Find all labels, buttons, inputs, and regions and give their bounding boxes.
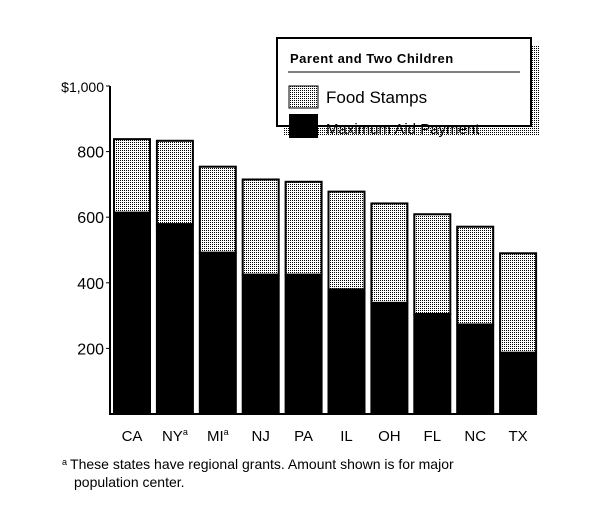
bar-mi xyxy=(198,165,237,414)
bar-segment-maximum-aid xyxy=(413,313,452,414)
bar-segment-maximum-aid xyxy=(241,274,280,414)
bar-segment-maximum-aid xyxy=(327,289,366,414)
bar-segment-maximum-aid xyxy=(113,212,151,414)
x-tick-label: CA xyxy=(122,428,143,445)
y-tick-label: 600 xyxy=(77,210,104,227)
bar-segment-maximum-aid xyxy=(370,302,409,414)
bar-segment-food-stamps xyxy=(499,252,538,354)
x-tick-label: TX xyxy=(509,428,528,445)
y-tick-label: 400 xyxy=(77,276,104,293)
bar-segment-food-stamps xyxy=(241,178,280,276)
y-tick-label: 800 xyxy=(77,145,104,162)
x-tick-superscript: a xyxy=(224,427,229,437)
x-axis-labels: CA NYa MIa NJ PA IL OH FL NC TX xyxy=(122,427,528,445)
x-tick-label: NC xyxy=(464,428,486,445)
x-tick-label: NJ xyxy=(252,428,270,445)
bar-segment-food-stamps xyxy=(370,202,409,304)
bar-tx xyxy=(499,252,538,414)
x-tick-label: FL xyxy=(424,428,442,445)
bar-segment-maximum-aid xyxy=(284,274,323,414)
bar-ca xyxy=(113,138,151,414)
bar-segment-food-stamps xyxy=(327,190,366,291)
footnote-line-2: population center. xyxy=(74,474,185,490)
bars-group xyxy=(113,138,538,414)
x-tick-label: NYa xyxy=(162,427,188,445)
bar-nc xyxy=(456,225,495,414)
x-tick-label: MIa xyxy=(207,427,229,445)
bar-oh xyxy=(370,202,409,414)
bar-segment-maximum-aid xyxy=(456,324,495,414)
bar-segment-maximum-aid xyxy=(155,224,194,414)
bar-segment-food-stamps xyxy=(284,180,323,276)
y-tick-label: $1,000 xyxy=(61,79,104,95)
bar-segment-maximum-aid xyxy=(499,352,538,414)
legend-box xyxy=(276,37,532,127)
footnote-marker: a xyxy=(62,457,68,467)
y-axis: 200 400 600 800 $1,000 xyxy=(61,79,537,415)
bar-ny xyxy=(155,139,194,414)
bar-segment-food-stamps xyxy=(413,213,452,315)
bar-segment-food-stamps xyxy=(155,139,194,226)
bar-fl xyxy=(413,213,452,414)
bar-pa xyxy=(284,180,323,414)
footnote-line-1: These states have regional grants. Amoun… xyxy=(70,456,454,472)
x-tick-label: OH xyxy=(378,428,401,445)
x-tick-label: IL xyxy=(340,428,353,445)
bar-nj xyxy=(241,178,280,414)
bar-segment-food-stamps xyxy=(113,138,151,214)
bar-segment-food-stamps xyxy=(198,165,237,254)
x-tick-superscript: a xyxy=(183,427,188,437)
footnote: a These states have regional grants. Amou… xyxy=(62,455,582,491)
legend-title: Parent and Two Children xyxy=(290,51,454,66)
bar-segment-maximum-aid xyxy=(198,252,237,414)
legend: Parent and Two Children Food Stamps Maxi… xyxy=(276,37,540,138)
legend-label-food-stamps: Food Stamps xyxy=(326,88,427,107)
bar-il xyxy=(327,190,366,414)
x-tick-label: PA xyxy=(294,428,313,445)
y-tick-label: 200 xyxy=(77,341,104,358)
legend-label-maximum-aid: Maximum Aid Payment xyxy=(326,121,480,138)
bar-segment-food-stamps xyxy=(456,225,495,326)
legend-swatch-maximum-aid xyxy=(289,114,318,138)
legend-swatch-food-stamps xyxy=(288,85,319,109)
